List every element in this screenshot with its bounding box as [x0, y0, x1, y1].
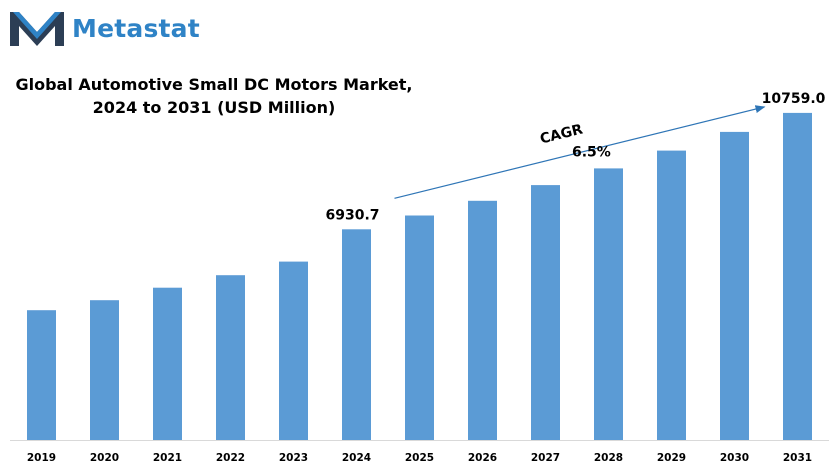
x-tick-label-2026: 2026	[468, 452, 497, 464]
bar-2030	[720, 131, 749, 440]
bar-2027	[531, 185, 560, 440]
chart-subtitle: 2024 to 2031 (USD Million)	[92, 98, 336, 117]
bar-2029	[657, 150, 686, 440]
m-logo-icon	[10, 12, 64, 46]
x-tick-label-2027: 2027	[531, 452, 560, 464]
bar-2031	[783, 112, 812, 441]
cagr-annotation: CAGR 6.5%	[394, 105, 766, 199]
brand-logo: Metastat	[8, 8, 200, 48]
bars-group	[27, 112, 812, 441]
cagr-value: 6.5%	[572, 144, 611, 160]
bar-2019	[27, 310, 56, 440]
x-tick-label-2020: 2020	[90, 452, 119, 464]
x-tick-label-2028: 2028	[594, 452, 623, 464]
x-tick-label-2031: 2031	[783, 452, 812, 464]
x-tick-label-2021: 2021	[153, 452, 182, 464]
bar-2025	[405, 215, 434, 440]
bar-2026	[468, 200, 497, 440]
x-tick-label-2019: 2019	[27, 452, 56, 464]
bar-2023	[279, 261, 308, 440]
data-label-2031: 10759.0	[762, 91, 826, 107]
cagr-arrow	[394, 105, 766, 199]
data-labels: 6930.7 10759.0	[325, 91, 825, 223]
bar-2022	[216, 275, 245, 440]
bar-2028	[594, 168, 623, 440]
x-tick-label-2022: 2022	[216, 452, 245, 464]
data-label-2024: 6930.7	[325, 207, 379, 223]
bar-2020	[90, 300, 119, 440]
x-tick-label-2029: 2029	[657, 452, 686, 464]
x-tick-labels: 2019 2020 2021 2022 2023 2024 2025 2026 2027 2028…	[27, 452, 812, 464]
chart-title: Global Automotive Small DC Motors Market…	[15, 75, 413, 94]
chart-title-block: Global Automotive Small DC Motors Market…	[14, 73, 414, 119]
brand-name: Metastat	[72, 13, 200, 43]
x-tick-label-2025: 2025	[405, 452, 434, 464]
x-tick-label-2024: 2024	[342, 452, 371, 464]
x-tick-label-2023: 2023	[279, 452, 308, 464]
bar-2021	[153, 287, 182, 440]
bar-2024	[342, 229, 371, 440]
x-tick-label-2030: 2030	[720, 452, 749, 464]
